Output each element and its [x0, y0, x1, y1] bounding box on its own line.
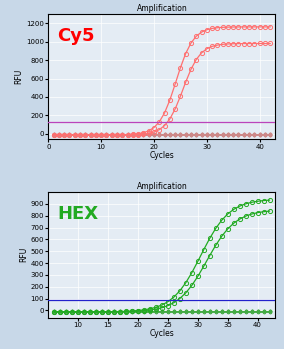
X-axis label: Cycles: Cycles: [149, 329, 174, 338]
Y-axis label: RFU: RFU: [19, 247, 28, 262]
Text: Cy5: Cy5: [57, 27, 95, 45]
Y-axis label: RFU: RFU: [14, 69, 23, 84]
X-axis label: Cycles: Cycles: [149, 151, 174, 160]
Text: HEX: HEX: [57, 205, 99, 223]
Title: Amplification: Amplification: [137, 182, 187, 191]
Title: Amplification: Amplification: [137, 4, 187, 13]
